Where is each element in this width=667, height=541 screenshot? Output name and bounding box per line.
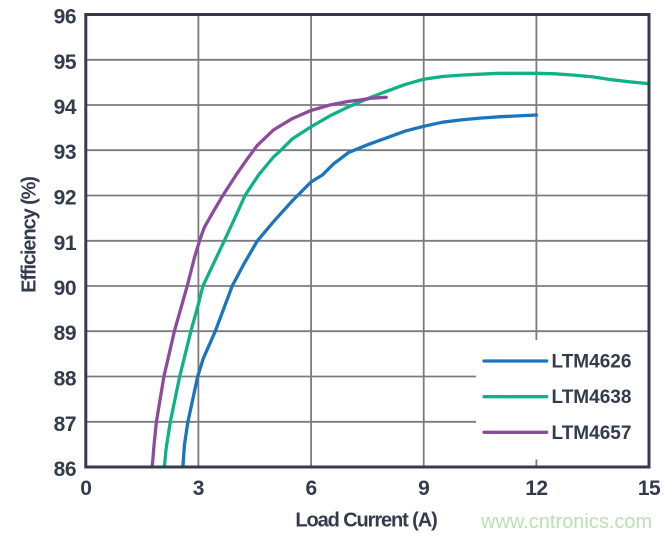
- svg-text:96: 96: [54, 6, 76, 29]
- svg-text:6: 6: [306, 477, 317, 500]
- svg-text:88: 88: [54, 368, 77, 391]
- svg-text:86: 86: [54, 458, 76, 481]
- svg-text:93: 93: [54, 141, 76, 164]
- svg-text:90: 90: [54, 277, 76, 300]
- svg-text:12: 12: [525, 477, 547, 500]
- svg-text:92: 92: [54, 187, 76, 210]
- svg-text:9: 9: [418, 477, 429, 500]
- svg-text:Efficiency (%): Efficiency (%): [19, 177, 41, 293]
- svg-text:LTM4626: LTM4626: [552, 352, 632, 373]
- svg-text:3: 3: [193, 477, 204, 500]
- svg-text:94: 94: [54, 96, 77, 119]
- svg-text:0: 0: [80, 477, 91, 500]
- svg-text:www.cntronics.com: www.cntronics.com: [480, 511, 652, 533]
- svg-text:15: 15: [638, 477, 661, 500]
- svg-text:87: 87: [54, 413, 76, 436]
- svg-text:LTM4638: LTM4638: [552, 387, 632, 408]
- svg-text:91: 91: [54, 232, 77, 255]
- svg-text:89: 89: [54, 322, 76, 345]
- svg-text:Load Current (A): Load Current (A): [295, 510, 437, 532]
- svg-text:95: 95: [54, 51, 77, 74]
- svg-text:LTM4657: LTM4657: [552, 423, 632, 444]
